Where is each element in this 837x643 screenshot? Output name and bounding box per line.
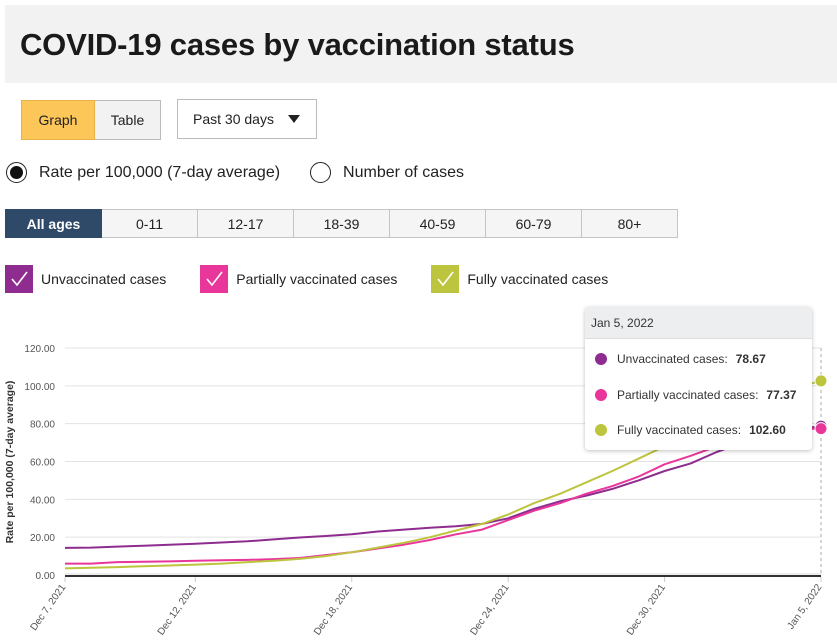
radio-number-label: Number of cases bbox=[343, 163, 464, 181]
x-tick-label: Dec 24, 2021 bbox=[468, 582, 511, 637]
y-tick-label: 100.00 bbox=[24, 382, 55, 393]
radio-rate[interactable]: Rate per 100,000 (7-day average) bbox=[6, 162, 280, 183]
y-tick-label: 80.00 bbox=[30, 420, 55, 431]
age-tab-all[interactable]: All ages bbox=[5, 209, 102, 238]
x-tick-label: Dec 18, 2021 bbox=[312, 582, 355, 637]
tooltip-value: 78.67 bbox=[735, 352, 766, 366]
chart-tooltip: Jan 5, 2022 Unvaccinated cases: 78.67 Pa… bbox=[585, 307, 812, 450]
age-tab-12-17[interactable]: 12-17 bbox=[198, 209, 294, 238]
legend-label: Partially vaccinated cases bbox=[236, 271, 398, 287]
age-tab-18-39[interactable]: 18-39 bbox=[294, 209, 390, 238]
y-tick-label: 60.00 bbox=[30, 458, 55, 469]
tooltip-label: Unvaccinated cases: bbox=[617, 352, 728, 366]
age-tab-40-59[interactable]: 40-59 bbox=[390, 209, 486, 238]
checkbox-checked-icon bbox=[431, 265, 460, 293]
tooltip-value: 77.37 bbox=[766, 388, 797, 402]
hover-point-fully-vaccinated-cases[interactable] bbox=[814, 374, 828, 388]
page-title: COVID-19 cases by vaccination status bbox=[20, 27, 575, 62]
age-tab-0-11[interactable]: 0-11 bbox=[102, 209, 198, 238]
time-range-select[interactable]: Past 30 days bbox=[177, 99, 317, 139]
table-button[interactable]: Table bbox=[95, 100, 161, 140]
radio-checked-icon bbox=[6, 162, 27, 183]
y-tick-label: 40.00 bbox=[30, 495, 55, 506]
y-tick-label: 20.00 bbox=[30, 533, 55, 544]
tooltip-row-fully: Fully vaccinated cases: 102.60 bbox=[595, 423, 786, 437]
view-toggle: Graph Table bbox=[21, 100, 161, 140]
radio-number[interactable]: Number of cases bbox=[310, 162, 464, 183]
tooltip-label: Fully vaccinated cases: bbox=[617, 423, 742, 437]
age-tab-80plus[interactable]: 80+ bbox=[582, 209, 678, 238]
x-tick-label: Jan 5, 2022 bbox=[785, 582, 824, 631]
time-range-value: Past 30 days bbox=[193, 111, 274, 127]
measure-radio-group: Rate per 100,000 (7-day average) Number … bbox=[6, 162, 494, 183]
legend-label: Fully vaccinated cases bbox=[467, 271, 609, 287]
chart-legend: Unvaccinated cases Partially vaccinated … bbox=[5, 265, 608, 293]
age-tabs: All ages 0-11 12-17 18-39 40-59 60-79 80… bbox=[5, 209, 678, 238]
y-tick-label: 120.00 bbox=[24, 344, 55, 355]
series-line-unvaccinated-cases[interactable] bbox=[64, 425, 822, 549]
x-tick-label: Dec 7, 2021 bbox=[29, 582, 69, 633]
radio-rate-label: Rate per 100,000 (7-day average) bbox=[39, 163, 281, 181]
x-tick-label: Dec 30, 2021 bbox=[625, 582, 668, 637]
tooltip-value: 102.60 bbox=[749, 423, 786, 437]
checkbox-checked-icon bbox=[200, 265, 229, 293]
legend-fully-vaccinated[interactable]: Fully vaccinated cases bbox=[431, 265, 608, 293]
series-dot-icon bbox=[595, 353, 607, 365]
caret-down-icon bbox=[288, 115, 300, 123]
age-tab-60-79[interactable]: 60-79 bbox=[486, 209, 582, 238]
legend-label: Unvaccinated cases bbox=[41, 271, 167, 287]
checkbox-checked-icon bbox=[5, 265, 33, 293]
legend-unvaccinated[interactable]: Unvaccinated cases bbox=[5, 265, 166, 293]
x-tick-label: Dec 12, 2021 bbox=[156, 582, 199, 637]
radio-unchecked-icon bbox=[310, 162, 332, 183]
page-header: COVID-19 cases by vaccination status bbox=[5, 5, 837, 83]
tooltip-label: Partially vaccinated cases: bbox=[617, 388, 759, 402]
series-dot-icon bbox=[595, 389, 607, 401]
tooltip-row-partially: Partially vaccinated cases: 77.37 bbox=[595, 388, 796, 402]
y-axis-label: Rate per 100,000 (7-day average) bbox=[4, 381, 16, 544]
graph-button[interactable]: Graph bbox=[21, 100, 95, 140]
y-tick-label: 0.00 bbox=[36, 571, 56, 582]
tooltip-row-unvaccinated: Unvaccinated cases: 78.67 bbox=[595, 352, 766, 366]
hover-point-partially-vaccinated-cases[interactable] bbox=[814, 422, 828, 436]
series-dot-icon bbox=[595, 424, 607, 436]
legend-partially-vaccinated[interactable]: Partially vaccinated cases bbox=[200, 265, 397, 293]
tooltip-date: Jan 5, 2022 bbox=[585, 307, 812, 339]
series-line-partially-vaccinated-cases[interactable] bbox=[65, 427, 822, 565]
